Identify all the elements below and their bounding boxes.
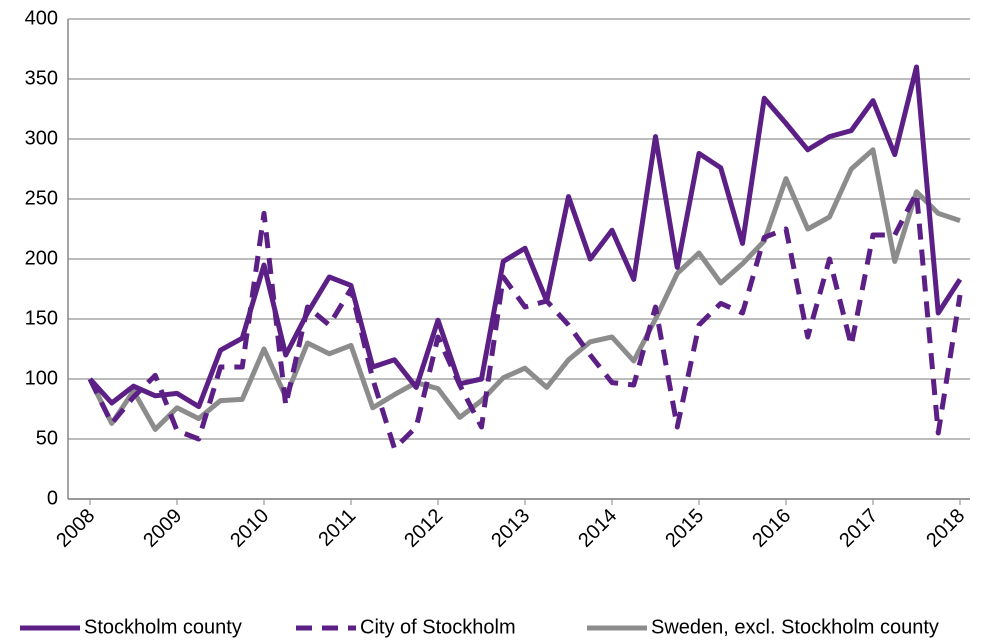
x-tick-label: 2008 [52, 505, 99, 552]
line-series [87, 190, 963, 452]
legend-label: Sweden, excl. Stockholm county [651, 616, 939, 638]
y-tick-label: 50 [36, 427, 58, 449]
x-tick-label: 2014 [574, 505, 621, 552]
y-tick-label: 400 [25, 7, 58, 29]
x-tick-label: 2010 [226, 505, 273, 552]
y-tick-label: 150 [25, 307, 58, 329]
y-tick-label: 0 [47, 487, 58, 509]
y-tick-label: 200 [25, 247, 58, 269]
x-tick-label: 2009 [139, 505, 186, 552]
y-tick-label: 100 [25, 367, 58, 389]
x-tick-label: 2015 [661, 505, 708, 552]
x-tick-label: 2018 [922, 505, 969, 552]
y-tick-label: 350 [25, 67, 58, 89]
line-series [87, 147, 961, 432]
legend-label: City of Stockholm [360, 616, 516, 638]
legend-label: Stockholm county [84, 616, 242, 638]
x-tick-label: 2012 [400, 505, 447, 552]
x-tick-label: 2011 [314, 505, 360, 551]
x-tick-label: 2016 [748, 505, 795, 552]
y-tick-label: 300 [25, 127, 58, 149]
y-tick-label: 250 [25, 187, 58, 209]
x-tick-label: 2017 [835, 505, 882, 552]
x-tick-label: 2013 [487, 505, 534, 552]
line-series [88, 64, 963, 410]
